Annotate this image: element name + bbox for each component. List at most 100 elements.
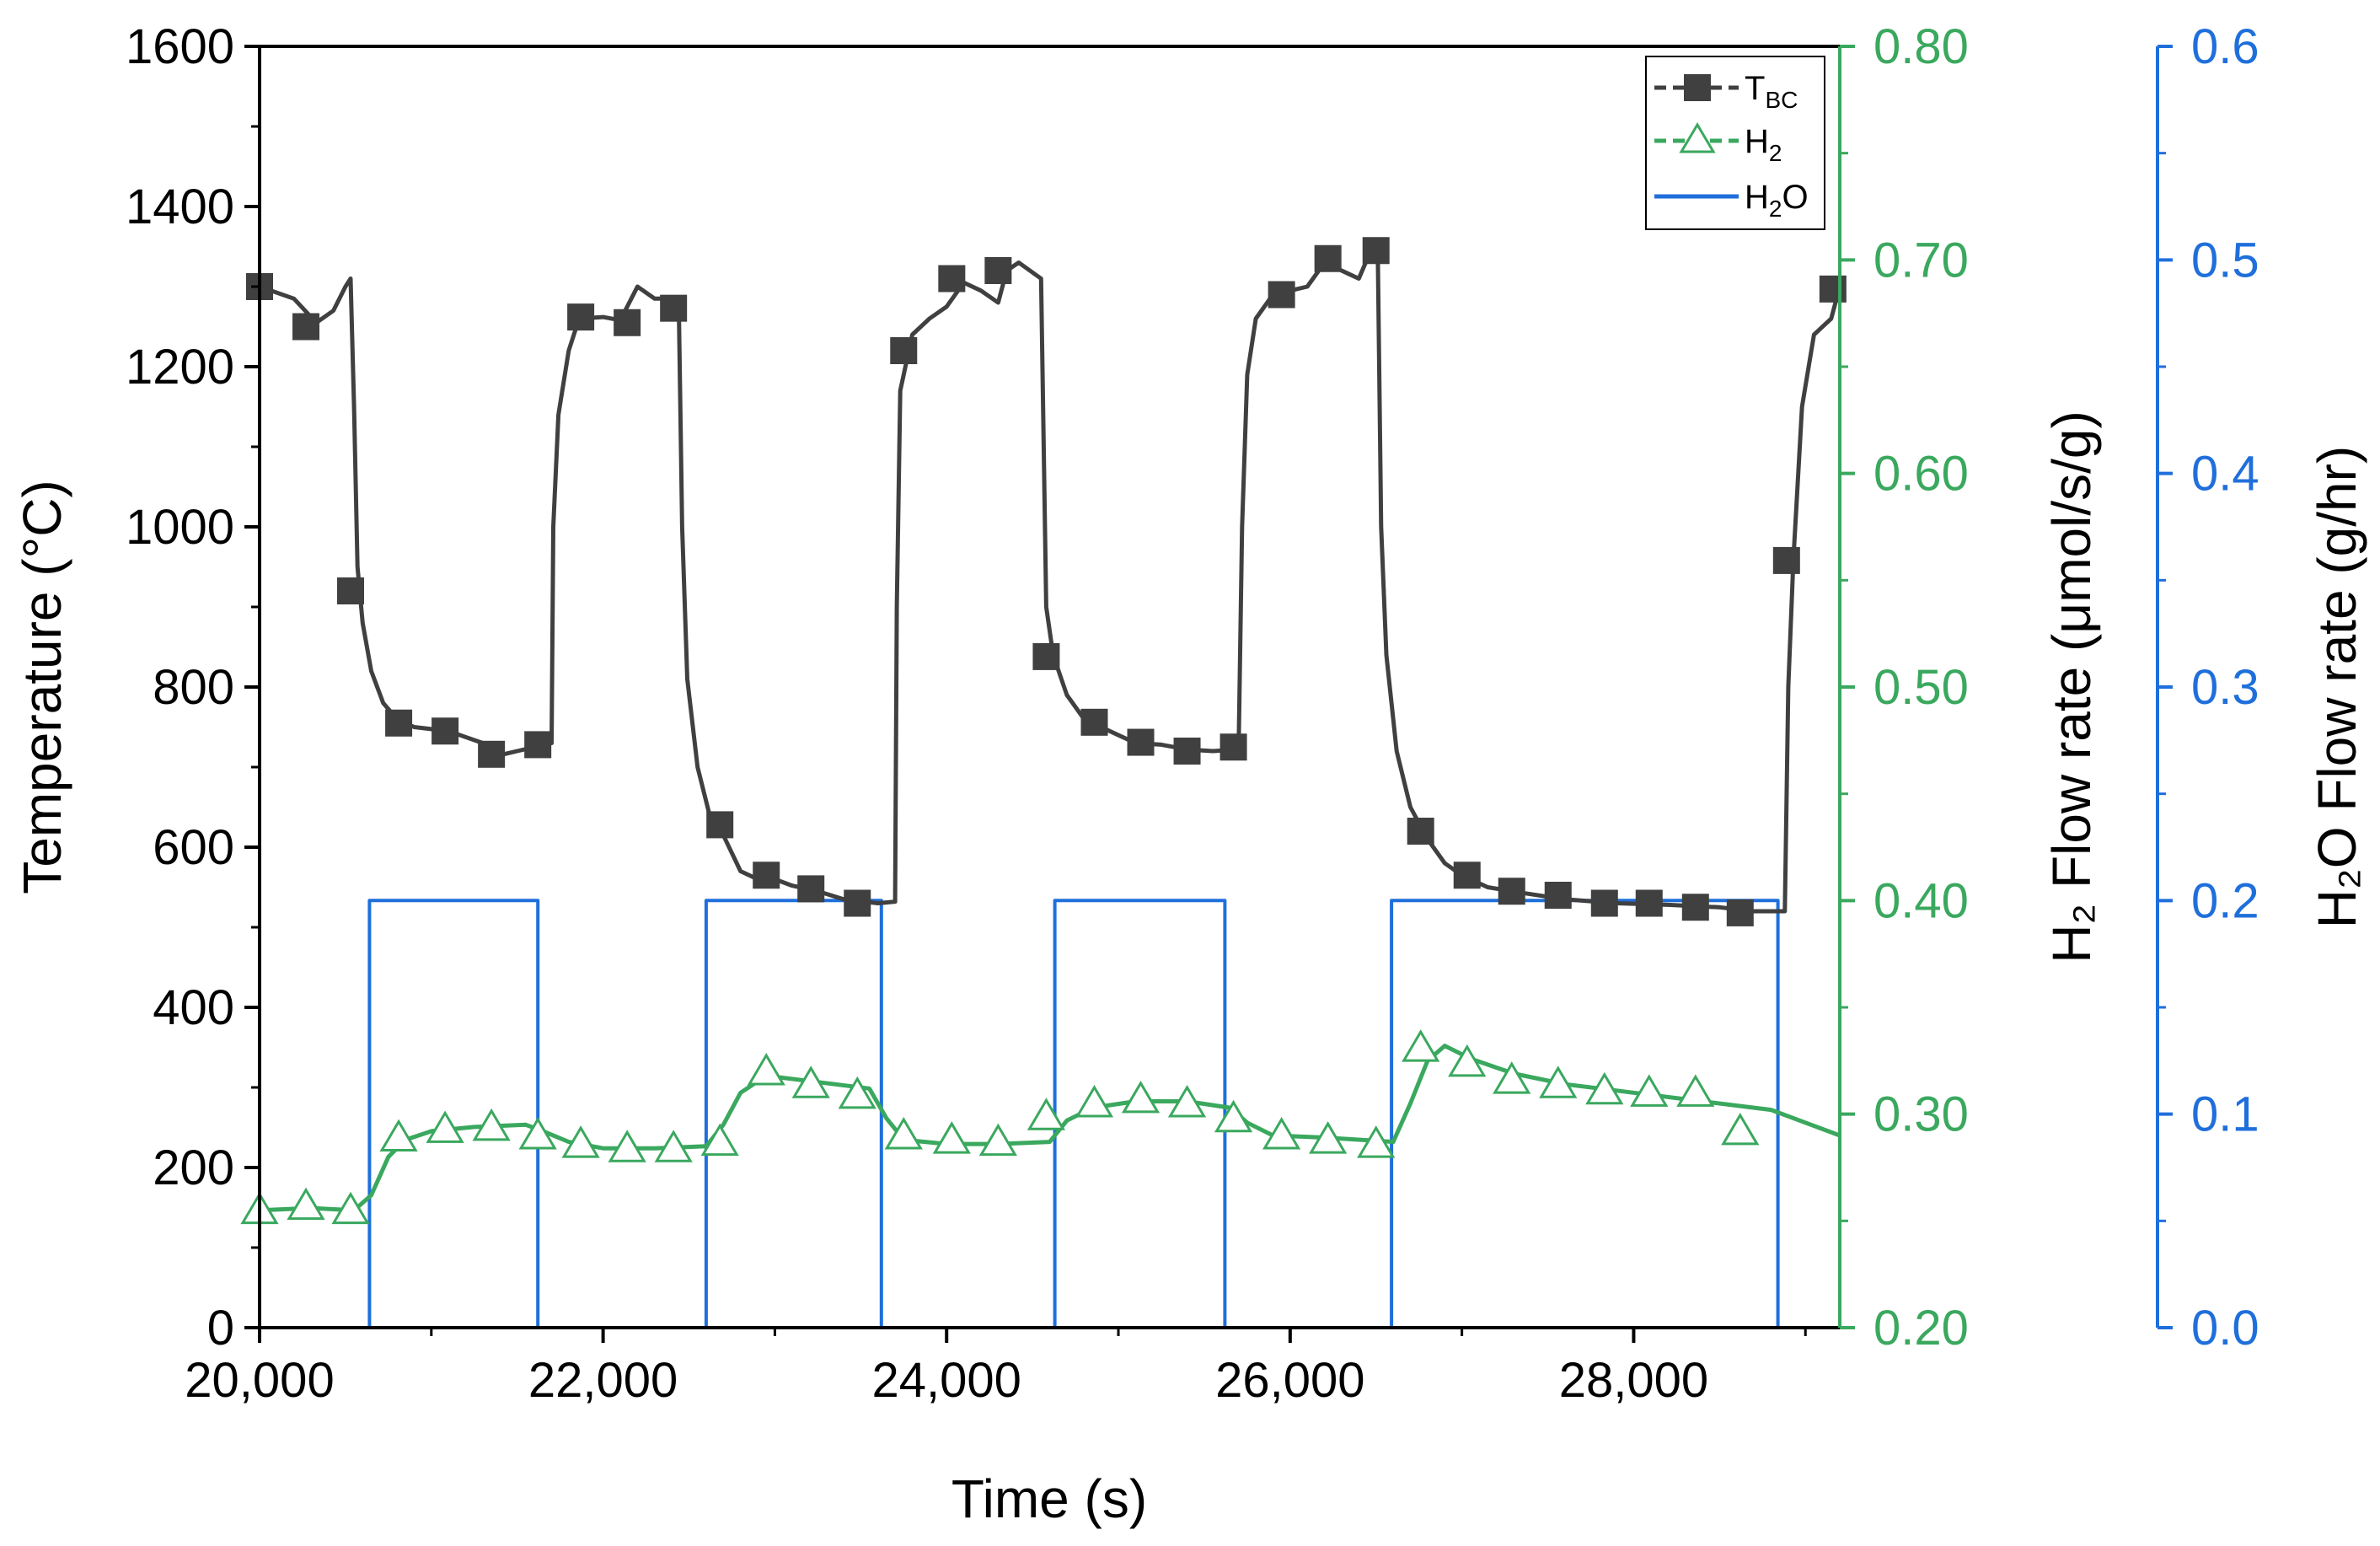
h2-marker-30 (1630, 1074, 1669, 1107)
y-axis-h2o: 0.0 0.1 0.2 0.3 0.4 0.5 0.6 (2156, 19, 2259, 1355)
tbc-marker-18 (1080, 708, 1108, 736)
h2-tick-label-5: 0.70 (1873, 233, 1969, 287)
left-tick-label-2: 400 (153, 980, 234, 1035)
tbc-marker-8 (614, 309, 641, 336)
h2-marker-24 (1357, 1125, 1396, 1158)
left-tick-label-3: 600 (153, 820, 234, 875)
tbc-marker-26 (1453, 862, 1481, 889)
tbc-marker-6 (524, 731, 552, 759)
tbc-marker-14 (890, 337, 918, 364)
h2-marker-3 (379, 1119, 418, 1152)
h2o-tick-label-4: 0.4 (2191, 447, 2259, 502)
h2-marker-18 (1075, 1085, 1114, 1118)
h2-marker-6 (518, 1117, 557, 1150)
h2-marker-28 (1539, 1066, 1578, 1098)
legend-marker-square (1684, 74, 1711, 101)
h2-marker-12 (791, 1066, 830, 1098)
legend: TBC H2 H2O (1645, 56, 1825, 230)
x-tick-label-3: 26,000 (1215, 1353, 1364, 1408)
h2-marker-11 (747, 1053, 785, 1086)
h2-marker-22 (1262, 1117, 1301, 1150)
y-axis-h2o-title: H₂O Flow rate (g/hr) (2307, 446, 2367, 929)
legend-marker-triangle (1679, 122, 1716, 153)
tbc-marker-30 (1635, 889, 1663, 917)
h2-marker-20 (1167, 1085, 1207, 1118)
legend-label-h2o-main: H (1745, 179, 1769, 216)
h2-tick-label-4: 0.60 (1873, 447, 1969, 502)
x-tick-label-2: 24,000 (872, 1353, 1021, 1408)
tbc-marker-12 (797, 875, 825, 903)
h2-marker-17 (1027, 1098, 1066, 1130)
h2-tick-label-3: 0.50 (1873, 660, 1969, 715)
x-tick-label-0: 20,000 (185, 1353, 334, 1408)
tbc-marker-10 (706, 811, 734, 839)
y-axis-left-title: Temperature (°C) (12, 480, 72, 894)
h2o-tick-label-6: 0.6 (2191, 19, 2259, 74)
h2-marker-5 (472, 1108, 511, 1141)
left-tick-label-6: 1200 (126, 340, 234, 395)
h2-tick-label-1: 0.30 (1873, 1087, 1969, 1142)
x-tick-label-4: 28,000 (1559, 1353, 1708, 1408)
h2-marker-27 (1493, 1061, 1531, 1094)
h2-marker-9 (654, 1130, 693, 1162)
h2-marker-23 (1309, 1121, 1348, 1154)
tbc-marker-25 (1407, 818, 1434, 845)
tbc-marker-32 (1726, 899, 1754, 926)
tbc-marker-33 (1772, 546, 1800, 574)
tbc-marker-13 (844, 889, 871, 917)
tbc-marker-28 (1544, 882, 1572, 909)
h2-marker-25 (1402, 1029, 1440, 1062)
tbc-marker-16 (984, 257, 1012, 284)
tbc-marker-34 (1819, 275, 1847, 303)
y-axis-h2: 0.20 0.30 0.40 0.50 0.60 0.70 0.80 (1838, 19, 1969, 1355)
h2-marker-15 (932, 1121, 971, 1154)
h2-marker-21 (1214, 1099, 1253, 1133)
tbc-marker-7 (567, 303, 595, 331)
x-axis-title: Time (s) (951, 1468, 1147, 1529)
tbc-marker-22 (1268, 281, 1295, 309)
h2-tick-label-2: 0.40 (1873, 873, 1969, 928)
left-tick-label-7: 1400 (126, 180, 234, 234)
left-tick-label-1: 200 (153, 1141, 234, 1195)
left-tick-label-5: 1000 (126, 500, 234, 555)
h2-marker-29 (1585, 1071, 1624, 1105)
tbc-marker-27 (1498, 878, 1525, 905)
tbc-marker-3 (385, 709, 413, 737)
tbc-marker-11 (753, 862, 780, 889)
h2-marker-14 (884, 1117, 923, 1150)
legend-label-h2-main: H (1745, 123, 1769, 160)
legend-label-h2: H2 (1745, 123, 1782, 166)
tbc-marker-29 (1590, 889, 1618, 917)
h2o-tick-label-1: 0.1 (2191, 1087, 2259, 1142)
tbc-marker-1 (292, 313, 320, 341)
h2-marker-13 (838, 1076, 876, 1109)
h2o-tick-label-5: 0.5 (2191, 233, 2259, 287)
series-tbc (246, 237, 1847, 926)
tbc-marker-31 (1681, 894, 1709, 921)
left-tick-label-8: 1600 (126, 19, 234, 74)
tbc-marker-21 (1219, 733, 1247, 761)
h2o-tick-label-3: 0.3 (2191, 660, 2259, 715)
tbc-marker-4 (432, 717, 459, 745)
legend-label-tbc: TBC (1745, 70, 1798, 113)
left-tick-label-0: 0 (207, 1301, 234, 1355)
x-tick-label-1: 22,000 (528, 1353, 678, 1408)
tbc-marker-9 (660, 294, 688, 322)
h2o-tick-label-2: 0.2 (2191, 873, 2259, 928)
legend-item-h2o: H2O (1654, 179, 1809, 222)
tbc-marker-2 (337, 577, 365, 604)
tbc-marker-17 (1032, 642, 1060, 670)
y-axis-h2-title: H₂ Flow rate (μmol/s/g) (2041, 411, 2102, 964)
tbc-marker-20 (1173, 738, 1201, 765)
legend-item-h2: H2 (1654, 122, 1782, 166)
h2-marker-4 (426, 1110, 464, 1143)
legend-label-h2o-sub: 2 (1769, 196, 1782, 222)
h2-tick-label-0: 0.20 (1873, 1301, 1969, 1355)
h2-marker-32 (1721, 1112, 1760, 1146)
tbc-marker-19 (1127, 728, 1155, 756)
tbc-marker-24 (1362, 237, 1390, 265)
h2o-tick-label-0: 0.0 (2191, 1301, 2259, 1355)
h2-tick-label-6: 0.80 (1873, 19, 1969, 74)
